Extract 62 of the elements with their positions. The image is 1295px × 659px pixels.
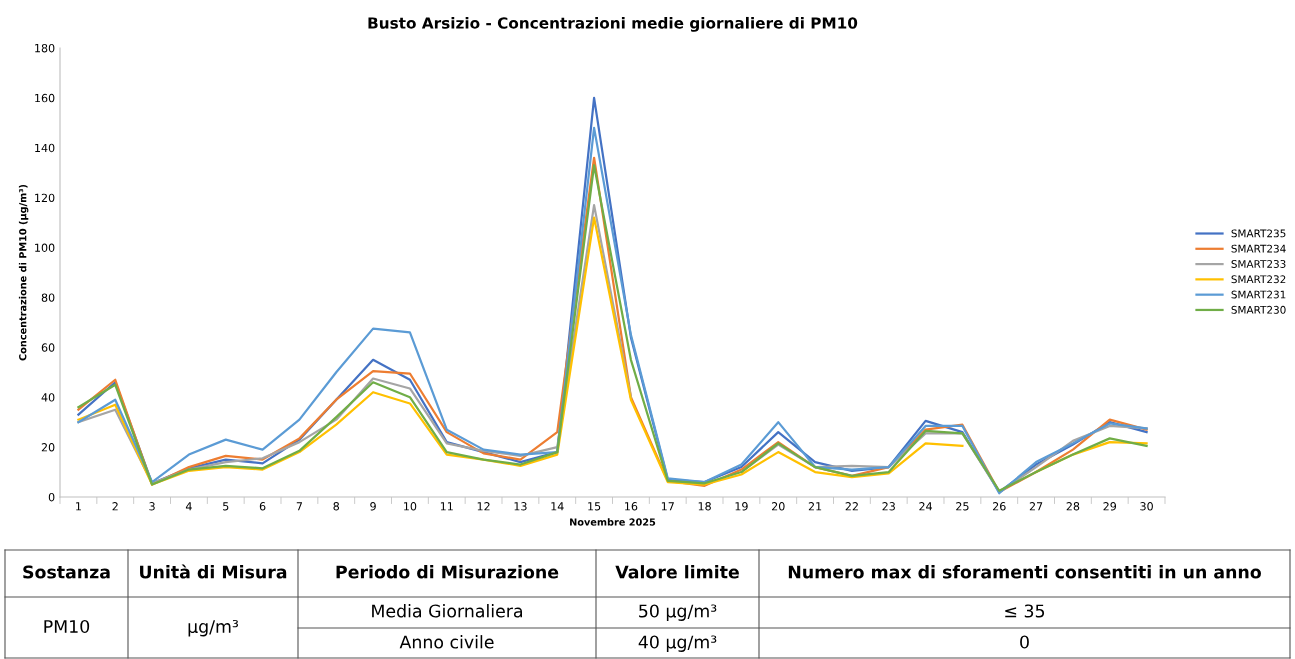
- y-tick-label: 140: [35, 143, 55, 153]
- text: Sostanza: [23, 565, 110, 579]
- text: ≤ 35: [1005, 604, 1045, 618]
- x-tick-label: 25: [956, 502, 969, 511]
- text: Periodo di Misurazione: [336, 565, 559, 579]
- x-tick-label: 12: [477, 502, 490, 511]
- text: Numero max di sforamenti consentiti in un anno: [788, 565, 1261, 579]
- y-tick-label: 120: [35, 193, 55, 203]
- text: Valore limite: [615, 565, 739, 579]
- legend-label: SMART233: [1231, 260, 1286, 268]
- x-tick-label: 23: [882, 502, 895, 511]
- x-tick-label: 29: [1103, 502, 1117, 511]
- x-tick-label: 11: [440, 502, 453, 511]
- x-tick-label: 13: [514, 502, 527, 511]
- text: 40 µg/m³: [638, 635, 717, 652]
- y-tick-label: 20: [41, 443, 55, 452]
- x-axis-title: Novembre 2025: [570, 518, 656, 526]
- y-tick-label: 80: [41, 293, 55, 302]
- x-tick-label: 14: [551, 502, 564, 511]
- x-tick-label: 1: [76, 502, 81, 511]
- legend-label: SMART234: [1231, 244, 1286, 253]
- y-tick-label: 180: [35, 43, 55, 53]
- x-tick-label: 20: [771, 502, 785, 511]
- x-tick-label: 17: [661, 502, 674, 511]
- x-tick-label: 16: [625, 502, 638, 511]
- x-tick-label: 26: [992, 502, 1006, 511]
- text: Media Giornaliera: [372, 604, 522, 618]
- y-tick-label: 100: [35, 243, 55, 252]
- x-tick-label: 2: [112, 502, 118, 511]
- text: PM10: [44, 619, 90, 634]
- x-tick-label: 19: [735, 502, 748, 511]
- x-tick-label: 15: [588, 502, 601, 511]
- legend-label: SMART231: [1231, 290, 1286, 299]
- chart-title: Busto Arsizio - Concentrazioni medie giornaliere di PM10: [368, 16, 858, 32]
- y-axis-title: Concentrazione di PM10 (µg/m³): [18, 184, 29, 361]
- x-tick-label: 24: [919, 502, 933, 511]
- x-tick-label: 5: [223, 502, 229, 511]
- text: 50 µg/m³: [639, 604, 717, 621]
- y-tick-label: 0: [48, 492, 55, 502]
- x-tick-label: 7: [296, 502, 302, 511]
- x-tick-label: 30: [1140, 502, 1153, 511]
- text: Anno civile: [399, 635, 494, 649]
- x-tick-label: 18: [698, 502, 711, 511]
- x-tick-label: 10: [404, 502, 417, 511]
- text: Unità di Misura: [140, 564, 287, 579]
- x-tick-label: 22: [845, 502, 858, 511]
- x-tick-label: 8: [333, 502, 340, 511]
- legend-label: SMART232: [1231, 275, 1286, 284]
- x-tick-label: 9: [370, 502, 376, 511]
- y-tick-label: 40: [41, 393, 55, 402]
- legend-label: SMART230: [1231, 305, 1286, 314]
- text: µg/m³: [188, 619, 239, 637]
- x-tick-label: 27: [1029, 502, 1043, 511]
- x-tick-label: 6: [259, 502, 266, 511]
- x-tick-label: 28: [1066, 502, 1080, 511]
- x-tick-label: 3: [149, 502, 155, 511]
- x-tick-label: 4: [185, 502, 192, 511]
- y-tick-label: 60: [41, 343, 55, 352]
- legend-label: SMART235: [1231, 229, 1286, 238]
- text: 0: [1020, 635, 1029, 649]
- x-tick-label: 21: [808, 502, 822, 511]
- y-tick-label: 160: [35, 93, 55, 103]
